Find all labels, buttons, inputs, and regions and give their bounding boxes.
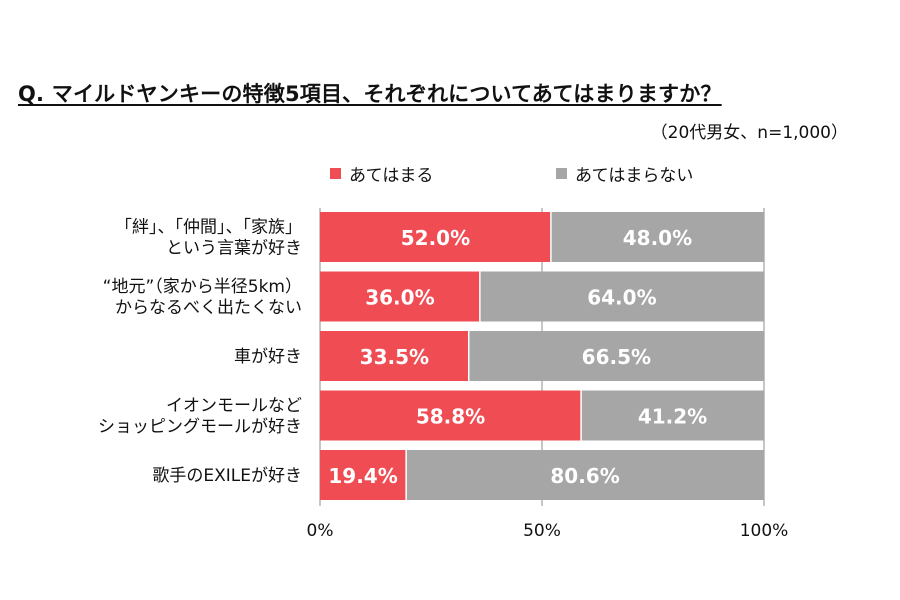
x-tick-label: 0% (307, 521, 334, 541)
bar-yes (320, 450, 407, 500)
bar-yes (320, 271, 480, 322)
sample-note: （20代男女、n=1,000） (650, 123, 848, 143)
bars (320, 212, 764, 500)
value-label-yes: 58.8% (416, 405, 485, 429)
bar-yes (320, 390, 582, 441)
category-label: イオンモールなどショッピングモールが好き (98, 396, 302, 437)
value-label-yes: 52.0% (401, 226, 470, 250)
category-label-line: 車が好き (234, 347, 302, 367)
x-tick-label: 100% (740, 521, 789, 541)
legend-item-yes: あてはまる (330, 160, 433, 186)
value-label-no: 48.0% (623, 226, 692, 250)
category-label: “地元”（家から半径5km）からなるべく出たくない (103, 277, 302, 318)
question-title: Q. マイルドヤンキーの特徴5項目、それぞれについてあてはまりますか？ (18, 82, 722, 106)
legend-swatch-no (556, 167, 567, 179)
category-label-line: 歌手のEXILEが好き (152, 466, 302, 486)
category-label-line: という言葉が好き (166, 239, 302, 259)
category-label-line: 「絆」、「仲間」、「家族」 (115, 218, 302, 238)
category-label: 車が好き (234, 347, 302, 367)
bar-no (468, 331, 764, 381)
category-label-line: ショッピングモールが好き (98, 417, 302, 437)
legend-label-no: あてはまらない (575, 165, 694, 186)
bar-no (550, 212, 764, 262)
legend-swatch-yes (330, 167, 341, 179)
value-label-no: 66.5% (582, 345, 651, 369)
bar-no (479, 271, 764, 322)
bar-yes (320, 212, 551, 262)
legend-item-no: あてはまらない (556, 160, 693, 186)
value-label-yes: 36.0% (365, 286, 434, 310)
bar-no (581, 390, 764, 441)
category-label-line: “地元”（家から半径5km） (103, 277, 302, 297)
category-label: 歌手のEXILEが好き (152, 466, 302, 486)
category-label-line: イオンモールなど (166, 396, 302, 416)
category-label-line: からなるべく出たくない (115, 298, 302, 318)
value-label-yes: 33.5% (360, 345, 429, 369)
value-label-no: 64.0% (587, 286, 656, 310)
bar-no (406, 450, 764, 500)
x-tick-label: 50% (523, 521, 561, 541)
value-label-yes: 19.4% (328, 464, 397, 488)
bar-yes (320, 331, 469, 381)
value-label-no: 80.6% (550, 464, 619, 488)
legend-label-yes: あてはまる (349, 165, 434, 186)
value-label-no: 41.2% (638, 405, 707, 429)
category-label: 「絆」、「仲間」、「家族」という言葉が好き (115, 218, 302, 259)
